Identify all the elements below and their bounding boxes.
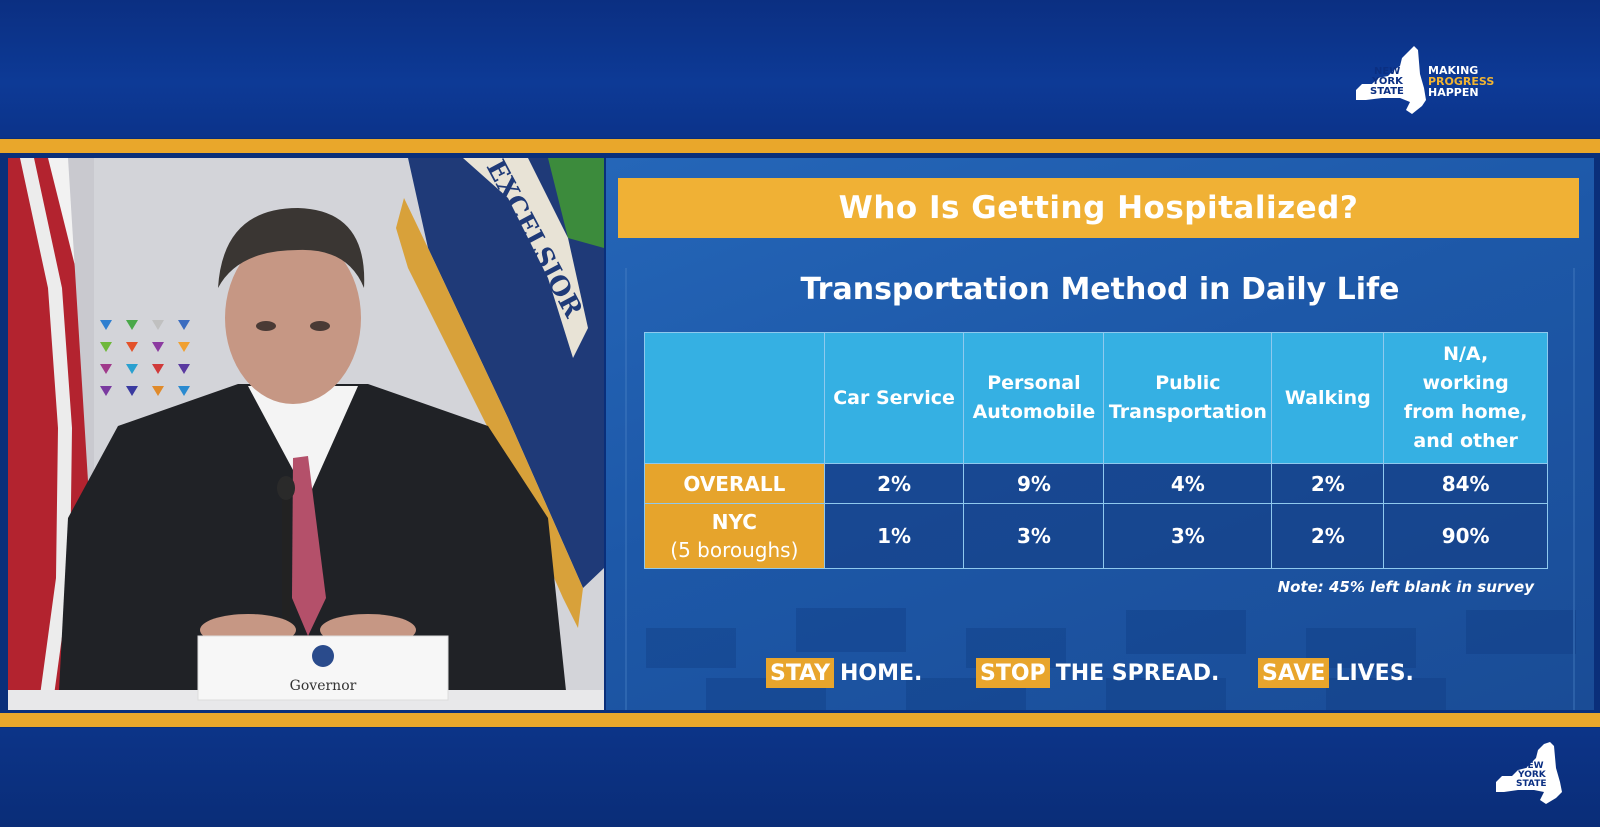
table-cell: 2% bbox=[1271, 503, 1385, 569]
transportation-table: Car Service Personal Automobile Public T… bbox=[644, 332, 1548, 569]
slogan-highlight: SAVE bbox=[1258, 658, 1330, 688]
logo-line-2: YORK bbox=[1371, 76, 1404, 87]
corner-logo-line-1: NEW bbox=[1520, 761, 1544, 771]
header-car-service: Car Service bbox=[823, 332, 965, 464]
header-line: Walking bbox=[1284, 386, 1371, 409]
tagline-line-3: HAPPEN bbox=[1428, 86, 1479, 99]
table-cell: 3% bbox=[963, 503, 1105, 569]
slogan-stay-home: STAY HOME. bbox=[766, 658, 922, 688]
slogan-save-lives: SAVE LIVES. bbox=[1258, 658, 1414, 688]
row-label-line: NYC bbox=[711, 510, 757, 534]
top-gold-stripe bbox=[0, 139, 1600, 153]
header-walking: Walking bbox=[1271, 332, 1385, 464]
speaker bbox=[58, 208, 568, 710]
table-cell: 90% bbox=[1383, 503, 1548, 569]
speaker-scene: EXCELSIOR Governor bbox=[8, 158, 604, 710]
wall-logo bbox=[100, 320, 190, 396]
table-cell: 3% bbox=[1103, 503, 1273, 569]
row-label-nyc: NYC (5 boroughs) bbox=[644, 503, 825, 569]
header-line: Public bbox=[1155, 372, 1221, 394]
table-header-row: Car Service Personal Automobile Public T… bbox=[644, 332, 1548, 464]
bottom-banner bbox=[0, 728, 1600, 827]
survey-note: Note: 45% left blank in survey bbox=[1277, 578, 1534, 596]
table-cell: 2% bbox=[823, 463, 965, 504]
header-line: working bbox=[1422, 372, 1509, 394]
header-line: Car Service bbox=[833, 386, 955, 409]
table-cell: 84% bbox=[1383, 463, 1548, 504]
slogan-highlight: STAY bbox=[766, 658, 834, 688]
slogan-rest: LIVES. bbox=[1335, 660, 1414, 686]
nys-corner-logo: NEW YORK STATE bbox=[1496, 742, 1562, 804]
table-cell: 9% bbox=[963, 463, 1105, 504]
tagline-line-2: PROGRESS bbox=[1428, 75, 1494, 88]
logo-line-3: STATE bbox=[1370, 86, 1404, 97]
top-banner bbox=[0, 0, 1600, 138]
row-label-line: OVERALL bbox=[683, 471, 786, 496]
slogans: STAY HOME. STOP THE SPREAD. SAVE LIVES. bbox=[606, 658, 1594, 688]
header-line: and other bbox=[1413, 430, 1518, 452]
nys-logo: NEW YORK STATE MAKING PROGRESS HAPPEN bbox=[1356, 46, 1494, 114]
corner-logo-line-2: YORK bbox=[1517, 770, 1547, 780]
table-cell: 1% bbox=[823, 503, 965, 569]
table-row: OVERALL 2% 9% 4% 2% 84% bbox=[644, 463, 1548, 504]
slide: Who Is Getting Hospitalized? Transportat… bbox=[606, 158, 1594, 710]
slide-subtitle: Transportation Method in Daily Life bbox=[800, 272, 1400, 307]
table-row: NYC (5 boroughs) 1% 3% 3% 2% 90% bbox=[644, 503, 1548, 569]
header-line: N/A, bbox=[1443, 343, 1489, 365]
slogan-stop-spread: STOP THE SPREAD. bbox=[976, 658, 1219, 688]
slide-title: Who Is Getting Hospitalized? bbox=[838, 190, 1359, 226]
tagline-line-1: MAKING bbox=[1428, 64, 1478, 77]
header-line: Transportation bbox=[1108, 401, 1267, 423]
header-blank bbox=[644, 332, 825, 464]
nameplate-text: Governor bbox=[290, 678, 357, 694]
table-cell: 4% bbox=[1103, 463, 1273, 504]
corner-logo-line-3: STATE bbox=[1516, 779, 1546, 789]
logo-line-1: NEW bbox=[1374, 66, 1400, 77]
nameplate: Governor bbox=[197, 635, 449, 701]
slide-title-bar: Who Is Getting Hospitalized? bbox=[618, 178, 1579, 238]
header-personal-automobile: Personal Automobile bbox=[963, 332, 1105, 464]
bottom-gold-stripe bbox=[0, 713, 1600, 727]
us-flag bbox=[8, 158, 94, 710]
nys-state-shape-small bbox=[1496, 742, 1562, 804]
header-na-other: N/A, working from home, and other bbox=[1383, 332, 1548, 464]
slogan-highlight: STOP bbox=[976, 658, 1050, 688]
nys-state-shape bbox=[1356, 46, 1426, 114]
header-line: Personal bbox=[987, 372, 1081, 394]
slide-background-pattern bbox=[625, 268, 1576, 710]
header-line: Automobile bbox=[972, 401, 1096, 423]
row-label-line: (5 boroughs) bbox=[670, 538, 799, 562]
table-cell: 2% bbox=[1271, 463, 1385, 504]
row-label-overall: OVERALL bbox=[644, 463, 825, 504]
speaker-video: EXCELSIOR Governor bbox=[8, 158, 604, 710]
slogan-rest: HOME. bbox=[840, 660, 923, 686]
header-line: from home, bbox=[1403, 401, 1528, 423]
slogan-rest: THE SPREAD. bbox=[1055, 660, 1220, 686]
header-public-transportation: Public Transportation bbox=[1103, 332, 1273, 464]
